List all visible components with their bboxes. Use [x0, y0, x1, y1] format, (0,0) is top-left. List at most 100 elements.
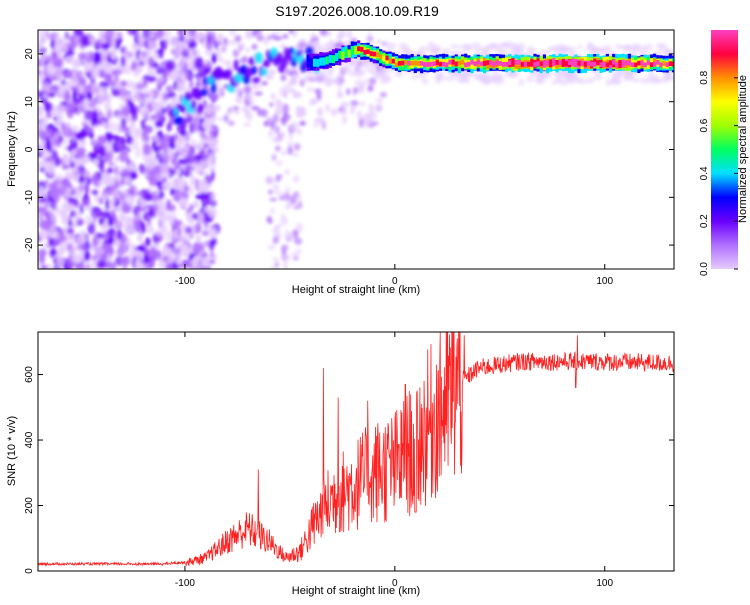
y-tick-label: 600 — [24, 366, 35, 383]
noise-blob — [353, 86, 358, 94]
noise-blob — [130, 137, 139, 150]
noise-blob — [53, 131, 60, 142]
ridge-blotch — [198, 103, 204, 113]
noise-blob — [166, 122, 172, 132]
ridge-cell — [457, 60, 462, 66]
noise-blob — [165, 204, 176, 212]
noise-blob — [358, 117, 364, 128]
ridge-cell — [341, 51, 345, 60]
ridge-cell — [653, 61, 657, 67]
ridge-cell — [486, 60, 490, 66]
noise-blob — [309, 42, 317, 49]
noise-blob — [176, 219, 183, 227]
ridge-cell — [634, 62, 638, 68]
noise-blob — [176, 82, 186, 93]
noise-blob — [46, 33, 56, 41]
noise-blob — [149, 169, 157, 179]
ridge-blotch — [190, 100, 196, 110]
ridge-cell — [514, 59, 518, 65]
noise-blob — [283, 193, 292, 202]
noise-blob — [125, 146, 131, 153]
noise-blob — [105, 198, 110, 209]
noise-blob — [548, 45, 556, 52]
ridge-cell — [357, 46, 361, 52]
noise-blob — [280, 43, 286, 50]
colorbar-tick-label: 0.0 — [699, 262, 710, 276]
noise-blob — [195, 211, 205, 222]
noise-blob — [267, 244, 276, 251]
ridge-cell — [533, 62, 537, 67]
noise-blob — [198, 180, 207, 191]
noise-blob — [499, 49, 510, 55]
ridge-cell — [445, 62, 449, 68]
noise-blob — [368, 77, 377, 85]
noise-blob — [102, 120, 107, 129]
noise-blob — [244, 108, 251, 117]
noise-blob — [280, 150, 288, 156]
noise-blob — [85, 84, 92, 91]
noise-blob — [275, 176, 281, 183]
noise-blob — [275, 160, 283, 166]
noise-blob — [209, 129, 218, 139]
noise-blob — [196, 77, 201, 84]
noise-blob — [140, 189, 151, 201]
noise-blob — [232, 49, 240, 58]
ridge-cell — [615, 62, 619, 68]
noise-blob — [98, 145, 107, 158]
ridge-cell — [671, 61, 674, 67]
noise-blob — [243, 85, 252, 94]
noise-blob — [162, 144, 169, 154]
noise-blob — [237, 43, 246, 48]
noise-blob — [147, 249, 157, 260]
noise-blob — [91, 189, 99, 196]
noise-blob — [209, 198, 217, 208]
ridge-cell — [568, 60, 572, 65]
noise-blob — [221, 46, 227, 53]
ridge-cell — [508, 60, 512, 66]
noise-blob — [269, 207, 275, 215]
ridge-cell — [577, 60, 581, 66]
noise-blob — [342, 115, 348, 124]
ridge-cell — [596, 60, 600, 66]
noise-blob — [207, 31, 216, 38]
ridge-cell — [476, 59, 480, 65]
noise-blob — [428, 47, 440, 55]
noise-blob — [53, 194, 60, 203]
ridge-blotch — [174, 116, 183, 126]
ridge-cell — [501, 62, 506, 67]
noise-blob — [115, 139, 122, 150]
noise-blob — [135, 222, 142, 232]
ridge-cell — [608, 60, 613, 66]
noise-blob — [142, 143, 151, 156]
noise-blob — [256, 83, 263, 89]
noise-blob — [175, 178, 185, 191]
x-tick-label: 100 — [596, 578, 613, 589]
noise-blob — [227, 39, 237, 46]
noise-blob — [435, 76, 442, 85]
noise-blob — [120, 55, 126, 68]
noise-blob — [266, 215, 272, 222]
y-tick-label: -10 — [24, 190, 35, 205]
noise-blob — [291, 121, 300, 131]
noise-blob — [148, 56, 155, 68]
noise-blob — [107, 161, 116, 167]
noise-blob — [268, 101, 274, 108]
noise-blob — [140, 118, 146, 130]
ridge-cell — [385, 55, 389, 61]
noise-blob — [80, 35, 90, 48]
noise-blob — [92, 110, 98, 123]
noise-blob — [217, 55, 224, 63]
noise-blob — [41, 121, 46, 132]
noise-blob — [269, 197, 278, 202]
noise-blob — [267, 117, 272, 127]
spectrogram-y-axis-label: Frequency (Hz) — [6, 111, 18, 187]
ridge-cell — [312, 58, 317, 67]
noise-blob — [85, 214, 92, 226]
noise-blob — [256, 33, 265, 42]
noise-blob — [330, 108, 338, 116]
noise-blob — [316, 88, 322, 98]
snr-x-ticks: -100 0 100 — [175, 332, 614, 589]
ridge-cell — [621, 61, 625, 67]
noise-blob — [96, 111, 104, 119]
noise-blob — [149, 259, 155, 269]
